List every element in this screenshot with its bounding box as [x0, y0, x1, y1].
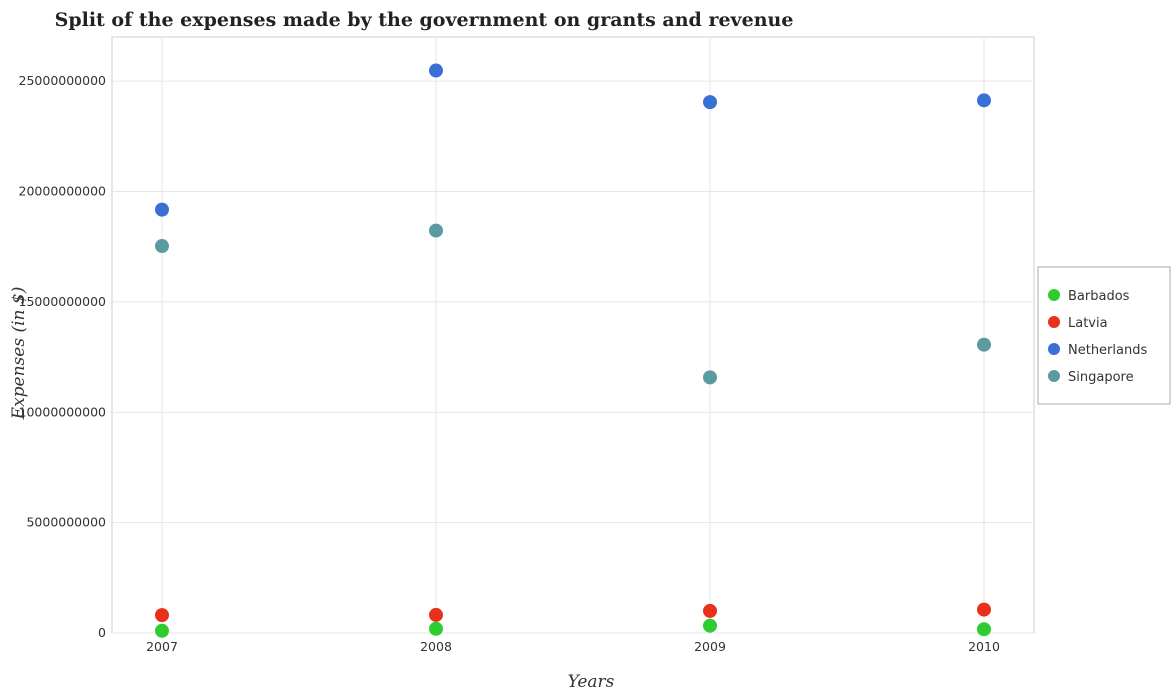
- y-tick-label: 5000000000: [26, 515, 106, 530]
- legend-label: Latvia: [1068, 316, 1108, 331]
- point-netherlands: [977, 93, 991, 108]
- y-tick-label: 10000000000: [19, 404, 107, 419]
- point-latvia: [429, 607, 443, 622]
- legend: Barbados Latvia Netherlands Singapore: [1037, 266, 1171, 405]
- legend-marker: [1048, 316, 1060, 328]
- point-singapore: [703, 370, 717, 385]
- y-tick-label: 0: [98, 625, 106, 640]
- x-tick-label: 2009: [694, 639, 726, 654]
- y-tick-label: 15000000000: [19, 294, 107, 309]
- point-netherlands: [703, 95, 717, 110]
- y-axis-label: Expenses (in $): [9, 287, 29, 421]
- y-axis-ticks: 0 5000000000 10000000000 15000000000 2000000…: [19, 73, 107, 640]
- grid-lines: [112, 37, 1034, 634]
- legend-label: Netherlands: [1068, 343, 1147, 358]
- point-barbados: [703, 618, 717, 633]
- x-axis-label: Years: [568, 672, 615, 692]
- plot-area: [111, 36, 1035, 634]
- point-latvia: [155, 608, 169, 623]
- x-tick-label: 2010: [968, 639, 1000, 654]
- point-singapore: [155, 239, 169, 254]
- legend-marker: [1048, 289, 1060, 301]
- point-latvia: [703, 603, 717, 618]
- legend-box: [1037, 266, 1171, 405]
- point-netherlands: [155, 202, 169, 217]
- x-tick-label: 2007: [146, 639, 178, 654]
- legend-label: Singapore: [1068, 370, 1134, 385]
- legend-marker: [1048, 343, 1060, 355]
- y-tick-label: 20000000000: [19, 184, 107, 199]
- point-singapore: [429, 223, 443, 238]
- point-netherlands: [429, 63, 443, 78]
- point-singapore: [977, 337, 991, 352]
- point-latvia: [977, 602, 991, 617]
- legend-marker: [1048, 370, 1060, 382]
- legend-label: Barbados: [1068, 289, 1130, 304]
- data-points: [155, 63, 991, 638]
- x-tick-label: 2008: [420, 639, 452, 654]
- chart-title: Split of the expenses made by the govern…: [55, 9, 794, 31]
- y-tick-label: 25000000000: [19, 73, 107, 88]
- point-barbados: [977, 622, 991, 637]
- point-barbados: [155, 623, 169, 638]
- point-barbados: [429, 621, 443, 636]
- x-axis-ticks: 2007 2008 2009 2010: [146, 639, 1000, 654]
